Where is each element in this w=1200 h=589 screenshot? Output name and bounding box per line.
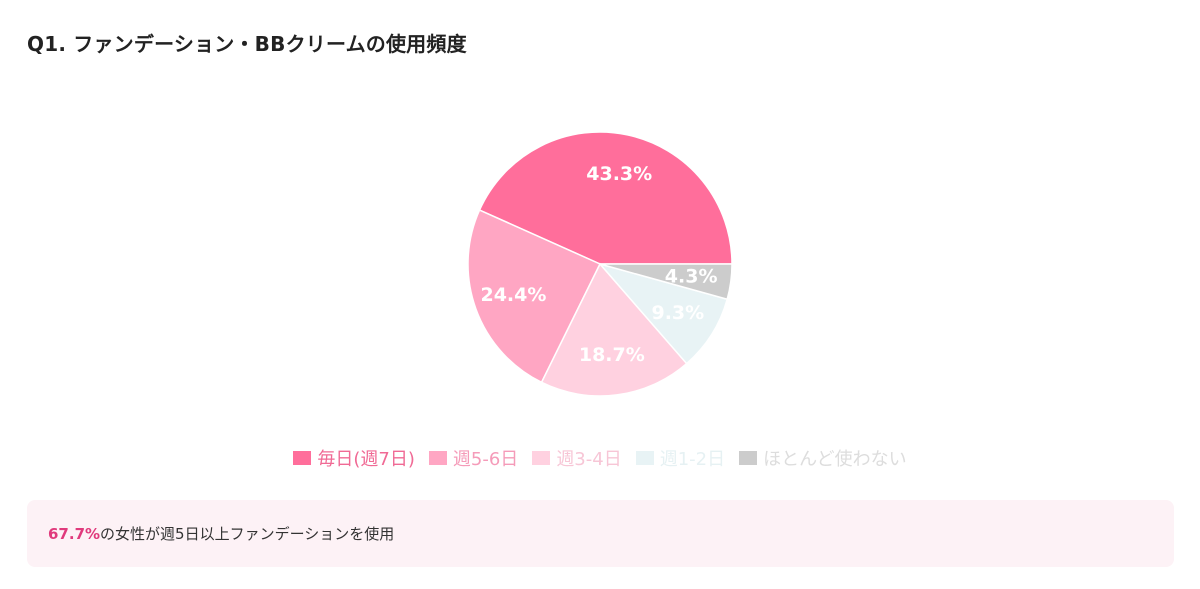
pie-slice-4[interactable]: [599, 263, 733, 301]
pie-slice-labels: 43.3% 24.4% 18.7% 9.3% 4.3%: [480, 163, 717, 366]
chart-legend: 毎日(週7日) 週5-6日 週3-4日 週1-2日 ほとんど使わない: [0, 445, 1200, 471]
pie-slice-2[interactable]: [540, 262, 688, 397]
legend-label: ほとんど使わない: [763, 449, 907, 470]
legend-item-1[interactable]: 週5-6日: [428, 445, 519, 471]
legend-item-2[interactable]: 週3-4日: [532, 445, 622, 471]
chart-title: Q1. ファンデーション・BBクリームの使用頻度: [27, 32, 467, 56]
summary-text: の女性が週5日以上ファンデーションを使用: [100, 525, 395, 543]
legend-swatch: [428, 451, 447, 465]
summary-box: 67.7% の女性が週5日以上ファンデーションを使用: [27, 500, 1174, 567]
legend-item-4[interactable]: ほとんど使わない: [739, 445, 907, 471]
legend-item-0[interactable]: 毎日(週7日): [293, 445, 415, 471]
legend-swatch: [293, 451, 312, 465]
legend-label: 週3-4日: [556, 449, 622, 470]
pie-chart: 43.3% 24.4% 18.7% 9.3% 4.3%: [467, 131, 733, 397]
legend-label: 週1-2日: [659, 449, 726, 470]
slice-value-label-3: 9.3%: [651, 302, 704, 324]
pie-slice-0[interactable]: [478, 131, 733, 265]
legend-swatch: [532, 451, 551, 465]
legend-item-3[interactable]: 週1-2日: [635, 445, 726, 471]
legend-swatch: [739, 451, 758, 465]
legend-swatch: [635, 451, 654, 465]
slice-value-label-4: 4.3%: [665, 265, 718, 287]
legend-label: 週5-6日: [452, 449, 519, 470]
pie-slices: [467, 131, 733, 397]
slice-value-label-2: 18.7%: [579, 344, 645, 366]
slice-value-label-1: 24.4%: [480, 284, 546, 306]
slice-value-label-0: 43.3%: [586, 163, 652, 185]
pie-slice-1[interactable]: [467, 209, 602, 384]
pie-slice-3[interactable]: [597, 262, 729, 365]
legend-label: 毎日(週7日): [317, 449, 415, 470]
summary-highlight-value: 67.7%: [48, 524, 101, 543]
